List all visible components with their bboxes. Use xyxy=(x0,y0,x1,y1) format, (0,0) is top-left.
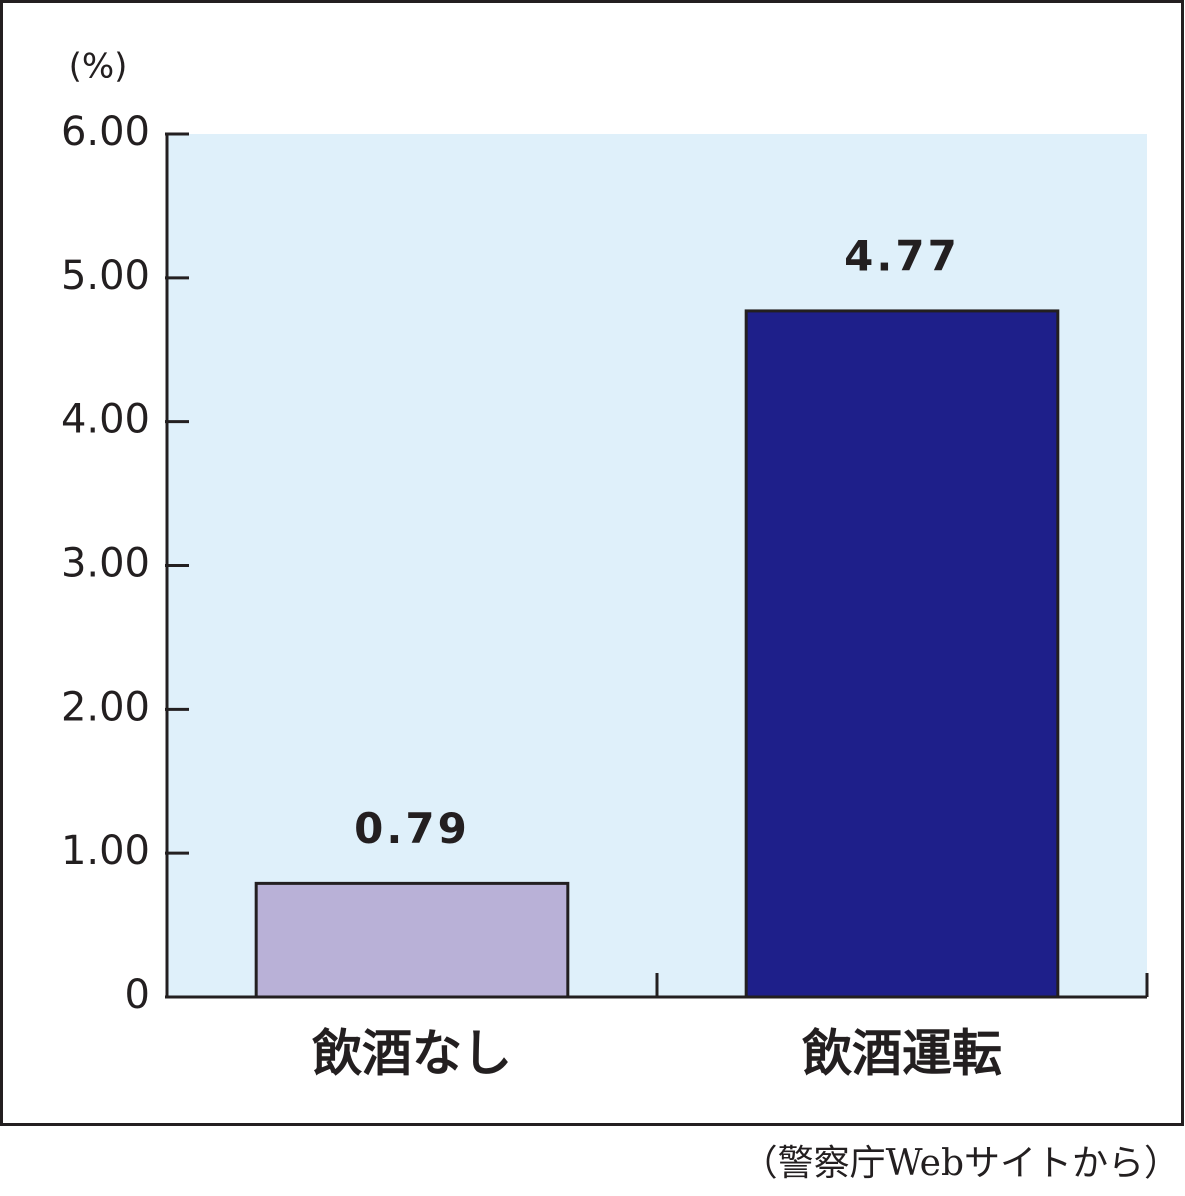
value-label: 0.79 xyxy=(354,804,470,853)
source-note: （警察庁Webサイトから） xyxy=(742,1143,1180,1184)
y-tick-label: 1.00 xyxy=(61,828,150,874)
y-tick-label: 2.00 xyxy=(61,684,150,730)
frame xyxy=(0,0,1184,1126)
y-axis-label: (%) xyxy=(69,47,128,87)
y-tick-label: 4.00 xyxy=(61,397,150,443)
y-tick-label: 0 xyxy=(125,972,150,1018)
value-label: 4.77 xyxy=(844,231,960,280)
bar xyxy=(744,309,1060,999)
x-tick-label: 飲酒なし xyxy=(312,1025,512,1083)
y-tick-label: 6.00 xyxy=(61,109,150,155)
bar xyxy=(254,881,570,999)
y-tick-label: 5.00 xyxy=(61,253,150,299)
y-tick-label: 3.00 xyxy=(61,541,150,587)
x-tick-label: 飲酒運転 xyxy=(802,1025,1002,1083)
